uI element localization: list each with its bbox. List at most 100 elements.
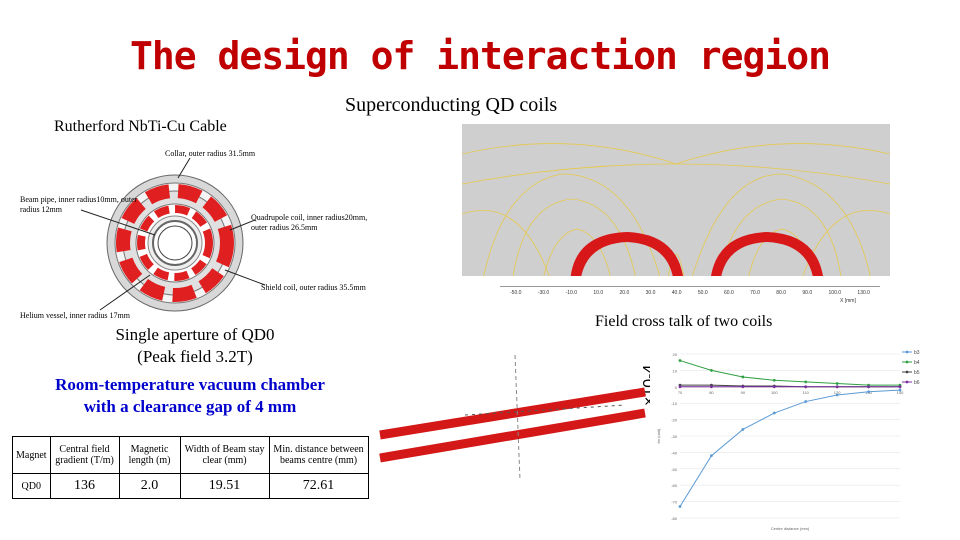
chart-y-tick-label: -80: [671, 516, 678, 521]
superconducting-label: Superconducting QD coils: [345, 94, 558, 116]
coil-blocks: [570, 232, 824, 284]
legend-marker-b4: [905, 360, 909, 364]
collar-label: Collar, outer radius 31.5mm: [165, 149, 256, 158]
chart-point-b4: [804, 380, 808, 384]
table-cell: 136: [49, 473, 120, 499]
chart-y-tick-label: -50: [671, 467, 678, 472]
legend-label-b4: b4: [914, 360, 920, 366]
chart-y-tick-label: -10: [671, 401, 678, 406]
chart-point-b3: [898, 388, 902, 392]
chart-x-tick-label: 70: [678, 390, 683, 395]
table-cell: QD0: [12, 473, 51, 499]
chart-x-tick-label: 140: [897, 390, 904, 395]
slide-title: The design of interaction region: [129, 34, 831, 78]
chart-x-tick-label: 100: [771, 390, 778, 395]
field-map-unit: X [mm]: [840, 298, 856, 304]
coil-cross-section-diagram: Collar, outer radius 31.5mm Beam pipe, i…: [20, 149, 367, 320]
helium-vessel-label: Helium vessel, inner radius 17mm: [20, 311, 131, 320]
field-map-tick-label: 80.0: [776, 290, 786, 296]
chart-point-b6: [804, 385, 808, 389]
beam-lines-graphic: [379, 354, 646, 481]
chart-y-tick-label: -20: [671, 418, 678, 423]
chart-point-b6: [741, 385, 745, 389]
chart-point-b4: [741, 375, 745, 379]
table-cell: 2.0: [118, 473, 181, 499]
field-map-tick-label: 90.0: [802, 290, 813, 296]
table-cell: 72.61: [268, 473, 369, 499]
chart-y-tick-label: -70: [671, 500, 678, 505]
table-header-cell: Central field gradient (T/m): [49, 436, 120, 474]
chart-y-axis-label: bn (unit): [656, 428, 661, 443]
table-row: QD0 136 2.0 19.51 72.61: [12, 473, 369, 499]
field-map-tick-label: 40.0: [671, 290, 682, 296]
field-map-axis-line: [500, 286, 880, 287]
chart-point-b3: [867, 390, 870, 394]
chart-y-tick-label: 20: [673, 352, 678, 357]
chart-point-b4: [710, 369, 713, 372]
field-map-ticks: -50.0 -30.0 -10.0 10.0 20.0 30.0 40.0 50.0 60.0 7…: [510, 290, 870, 296]
field-map-tick-label: -30.0: [537, 290, 550, 296]
quad-coil-label: Quadrupole coil, inner radius20mm,: [251, 213, 367, 222]
chart-point-b6: [710, 385, 713, 389]
shield-coil-label: Shield coil, outer radius 35.5mm: [261, 283, 367, 292]
field-map-tick-label: 70.0: [750, 290, 760, 296]
chart-point-b4: [772, 378, 776, 382]
field-map-tick-label: 100.0: [828, 290, 842, 296]
coil-rings: [106, 174, 244, 312]
chart-point-b6: [898, 385, 902, 389]
spec-table: Magnet Central field gradient (T/m) Magn…: [12, 436, 369, 499]
table-header-cell: Magnetic length (m): [118, 436, 181, 474]
chart-point-b4: [678, 359, 682, 362]
field-map-tick-label: 30.0: [645, 290, 656, 296]
beam-line-lower: [379, 408, 646, 463]
chart-point-b3: [741, 428, 745, 431]
beam-pipe-label: Beam pipe, inner radius10mm, outer: [20, 195, 138, 204]
vacuum-chamber-label: Room-temperature vacuum chamber: [55, 375, 325, 394]
peak-field-label: (Peak field 3.2T): [137, 347, 253, 366]
chart-point-b3: [678, 505, 682, 508]
chart-x-tick-label: 120: [834, 390, 841, 395]
table-cell: 19.51: [179, 473, 270, 499]
chart-point-b3: [835, 393, 839, 397]
field-map-tick-label: 20.0: [619, 290, 630, 296]
legend-marker-b3: [905, 350, 909, 354]
field-map-tick-label: 50.0: [697, 290, 708, 296]
chart-background: [650, 340, 925, 535]
legend-marker-b6: [905, 380, 909, 384]
field-map-tick-label: 130.0: [857, 290, 870, 296]
chart-y-tick-label: -40: [671, 450, 678, 455]
table-header-cell: Magnet: [12, 436, 51, 474]
table-header-cell: Width of Beam stay clear (mm): [179, 436, 270, 474]
chart-x-tick-label: 90: [741, 390, 746, 395]
chart-y-tick-label: 10: [673, 368, 678, 373]
aperture-caption: Single aperture of QD0 (Peak field 3.2T): [95, 324, 295, 368]
field-map-tick-label: 10.0: [593, 290, 604, 296]
legend-label-b6: b6: [914, 380, 920, 386]
table-header-cell: Min. distance between beams centre (mm): [268, 436, 369, 474]
chart-point-b3: [804, 400, 808, 403]
field-map-tick-label: -10.0: [565, 290, 577, 296]
chart-point-b6: [867, 385, 870, 389]
chart-point-b4: [835, 382, 839, 385]
table-header-row: Magnet Central field gradient (T/m) Magn…: [12, 436, 369, 474]
rutherford-label: Rutherford NbTi-Cu Cable: [54, 118, 227, 135]
field-map-tick-label: 60.0: [724, 290, 734, 296]
beam-centerline: [464, 404, 626, 416]
chart-series-line-b4: [679, 360, 900, 386]
beam-line-upper: [379, 387, 646, 440]
single-aperture-label: Single aperture of QD0: [115, 325, 275, 344]
chart-point-b6: [678, 385, 682, 389]
vacuum-chamber-caption: Room-temperature vacuum chamber with a c…: [20, 374, 360, 418]
chart-y-tick-label: -30: [671, 434, 678, 439]
annotation-arrows: [80, 157, 266, 311]
chart-point-b6: [772, 385, 776, 389]
legend-label-b5: b5: [914, 370, 920, 376]
clearance-gap-label: with a clearance gap of 4 mm: [83, 397, 297, 416]
legend-marker-b5: [905, 370, 909, 374]
legend-label-b3: b3: [914, 350, 920, 356]
field-map-axis: -50.0 -30.0 -10.0 10.0 20.0 30.0 40.0 50.0 60.0 7…: [500, 286, 880, 308]
chart-x-axis-label: Centre distance (mm): [771, 526, 810, 531]
chart-y-tick-label: -60: [671, 483, 678, 488]
field-map-image: [462, 124, 890, 284]
